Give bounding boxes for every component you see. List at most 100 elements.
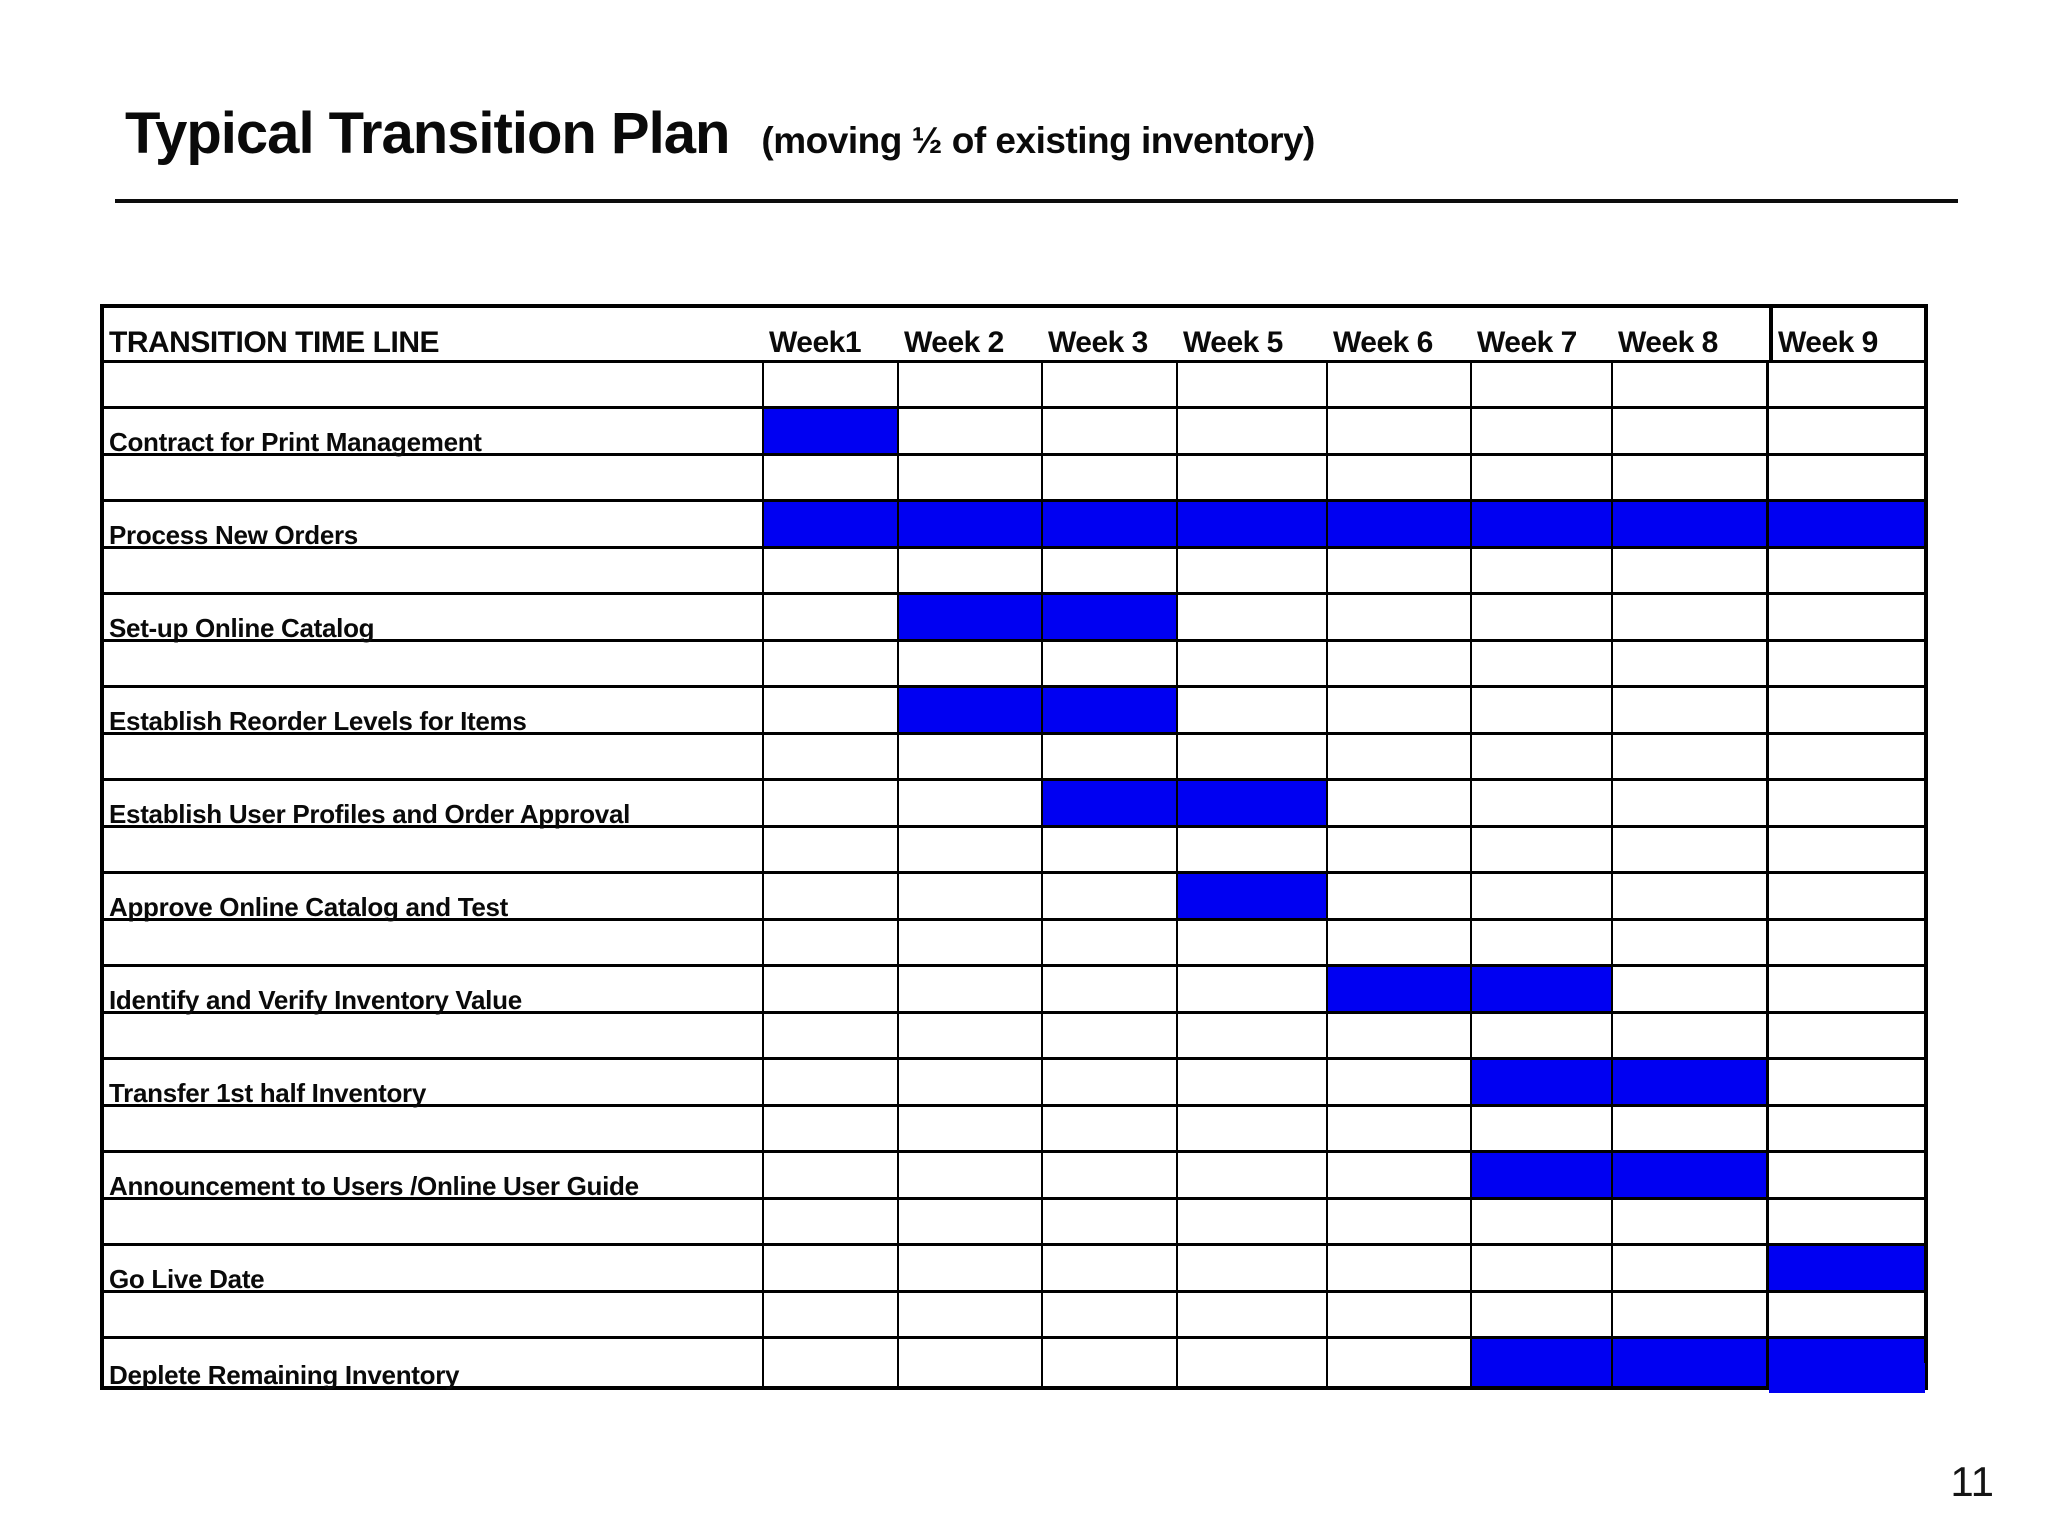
spacer-week-cell — [1328, 1107, 1472, 1150]
week-cell — [1043, 874, 1178, 918]
spacer-week-cell — [1043, 549, 1178, 592]
spacer-week-cell — [1178, 1014, 1328, 1057]
task-name-cell: Go Live Date — [104, 1246, 764, 1294]
spacer-week-cell — [1328, 549, 1472, 592]
spacer-week-cell — [1328, 828, 1472, 871]
week-cell — [1043, 1339, 1178, 1386]
spacer-week-cell — [1043, 456, 1178, 499]
spacer-week-cell — [1178, 549, 1328, 592]
gantt-bar — [1472, 1339, 1613, 1386]
task-name-cell: Process New Orders — [104, 502, 764, 550]
spacer-row — [104, 735, 1924, 781]
gantt-bar — [764, 409, 899, 453]
spacer-week-cell — [764, 549, 899, 592]
week-cell — [1178, 1246, 1328, 1290]
spacer-week-cell — [1769, 642, 1924, 685]
week-cell — [764, 1246, 899, 1290]
gantt-bar — [1043, 595, 1178, 639]
week-cell — [1178, 688, 1328, 732]
spacer-week-cell — [899, 549, 1043, 592]
week-cell — [1769, 409, 1924, 453]
spacer-week-cell — [1178, 456, 1328, 499]
gantt-bar — [1613, 1153, 1769, 1197]
spacer-task-cell — [104, 735, 764, 778]
spacer-week-cell — [1328, 1293, 1472, 1336]
task-name-cell: Deplete Remaining Inventory — [104, 1339, 764, 1390]
spacer-week-cell — [1043, 1014, 1178, 1057]
spacer-week-cell — [1328, 1200, 1472, 1243]
task-name-cell: Establish Reorder Levels for Items — [104, 688, 764, 736]
week-cell — [1328, 1246, 1472, 1290]
spacer-week-cell — [1178, 735, 1328, 778]
spacer-week-cell — [1769, 363, 1924, 406]
week-cell — [764, 688, 899, 732]
spacer-week-cell — [1769, 921, 1924, 964]
spacer-week-cell — [1613, 1200, 1769, 1243]
week-cell — [899, 967, 1043, 1011]
spacer-week-cell — [1613, 549, 1769, 592]
spacer-week-cell — [1613, 735, 1769, 778]
spacer-week-cell — [1769, 1293, 1924, 1336]
spacer-week-cell — [1043, 828, 1178, 871]
week-cell — [1769, 1060, 1924, 1104]
spacer-week-cell — [1472, 363, 1613, 406]
gantt-bar — [1769, 502, 1924, 546]
week-cell — [1178, 967, 1328, 1011]
gantt-bar — [1613, 502, 1769, 546]
week-cell — [1328, 1153, 1472, 1197]
week-cell — [1613, 874, 1769, 918]
task-label: Identify and Verify Inventory Value — [109, 985, 522, 1016]
task-label: Deplete Remaining Inventory — [109, 1360, 460, 1391]
spacer-week-cell — [1613, 642, 1769, 685]
week-cell — [1472, 409, 1613, 453]
week-cell — [1769, 688, 1924, 732]
spacer-week-cell — [1613, 921, 1769, 964]
spacer-row — [104, 549, 1924, 595]
gantt-bar — [1472, 1153, 1613, 1197]
spacer-week-cell — [764, 1293, 899, 1336]
task-label: Approve Online Catalog and Test — [109, 892, 509, 923]
spacer-week-cell — [1043, 363, 1178, 406]
spacer-task-cell — [104, 1107, 764, 1150]
week-cell — [1613, 688, 1769, 732]
week-cell — [899, 409, 1043, 453]
week-cell — [899, 1153, 1043, 1197]
week-cell — [1769, 874, 1924, 918]
spacer-week-cell — [1769, 828, 1924, 871]
spacer-week-cell — [1769, 1014, 1924, 1057]
gantt-bar — [1178, 502, 1328, 546]
spacer-week-cell — [1178, 1200, 1328, 1243]
column-header-week-9: Week 9 — [1769, 308, 1924, 360]
spacer-week-cell — [1472, 642, 1613, 685]
spacer-task-cell — [104, 921, 764, 964]
spacer-week-cell — [764, 456, 899, 499]
week-cell — [1769, 1153, 1924, 1197]
week-cell — [1769, 781, 1924, 825]
gantt-bar — [1043, 688, 1178, 732]
week-cell — [1328, 874, 1472, 918]
spacer-week-cell — [1328, 456, 1472, 499]
gantt-bar — [1328, 502, 1472, 546]
week-cell — [1178, 1153, 1328, 1197]
task-label: Establish Reorder Levels for Items — [109, 706, 527, 737]
column-header-week-3: Week 3 — [1048, 326, 1148, 359]
spacer-task-cell — [104, 1293, 764, 1336]
gantt-bar — [1769, 1246, 1924, 1290]
week-cell — [1613, 409, 1769, 453]
week-cell — [764, 595, 899, 639]
gantt-header-row: TRANSITION TIME LINE Week1 Week 2 Week 3 Wee… — [104, 308, 1924, 363]
transition-gantt-table: TRANSITION TIME LINE Week1 Week 2 Week 3 Wee… — [100, 304, 1928, 1393]
task-row: Contract for Print Management — [104, 409, 1924, 457]
gantt-bar — [899, 688, 1043, 732]
week-cell — [1178, 595, 1328, 639]
task-row: Announcement to Users /Online User Guide — [104, 1153, 1924, 1201]
week-cell — [1472, 781, 1613, 825]
week-cell — [899, 1060, 1043, 1104]
task-row: Deplete Remaining Inventory — [104, 1339, 1925, 1393]
spacer-week-cell — [1178, 828, 1328, 871]
column-header-week-5: Week 5 — [1183, 326, 1283, 359]
spacer-week-cell — [1472, 1293, 1613, 1336]
week-cell — [764, 1153, 899, 1197]
spacer-week-cell — [1472, 549, 1613, 592]
week-cell — [1472, 1246, 1613, 1290]
